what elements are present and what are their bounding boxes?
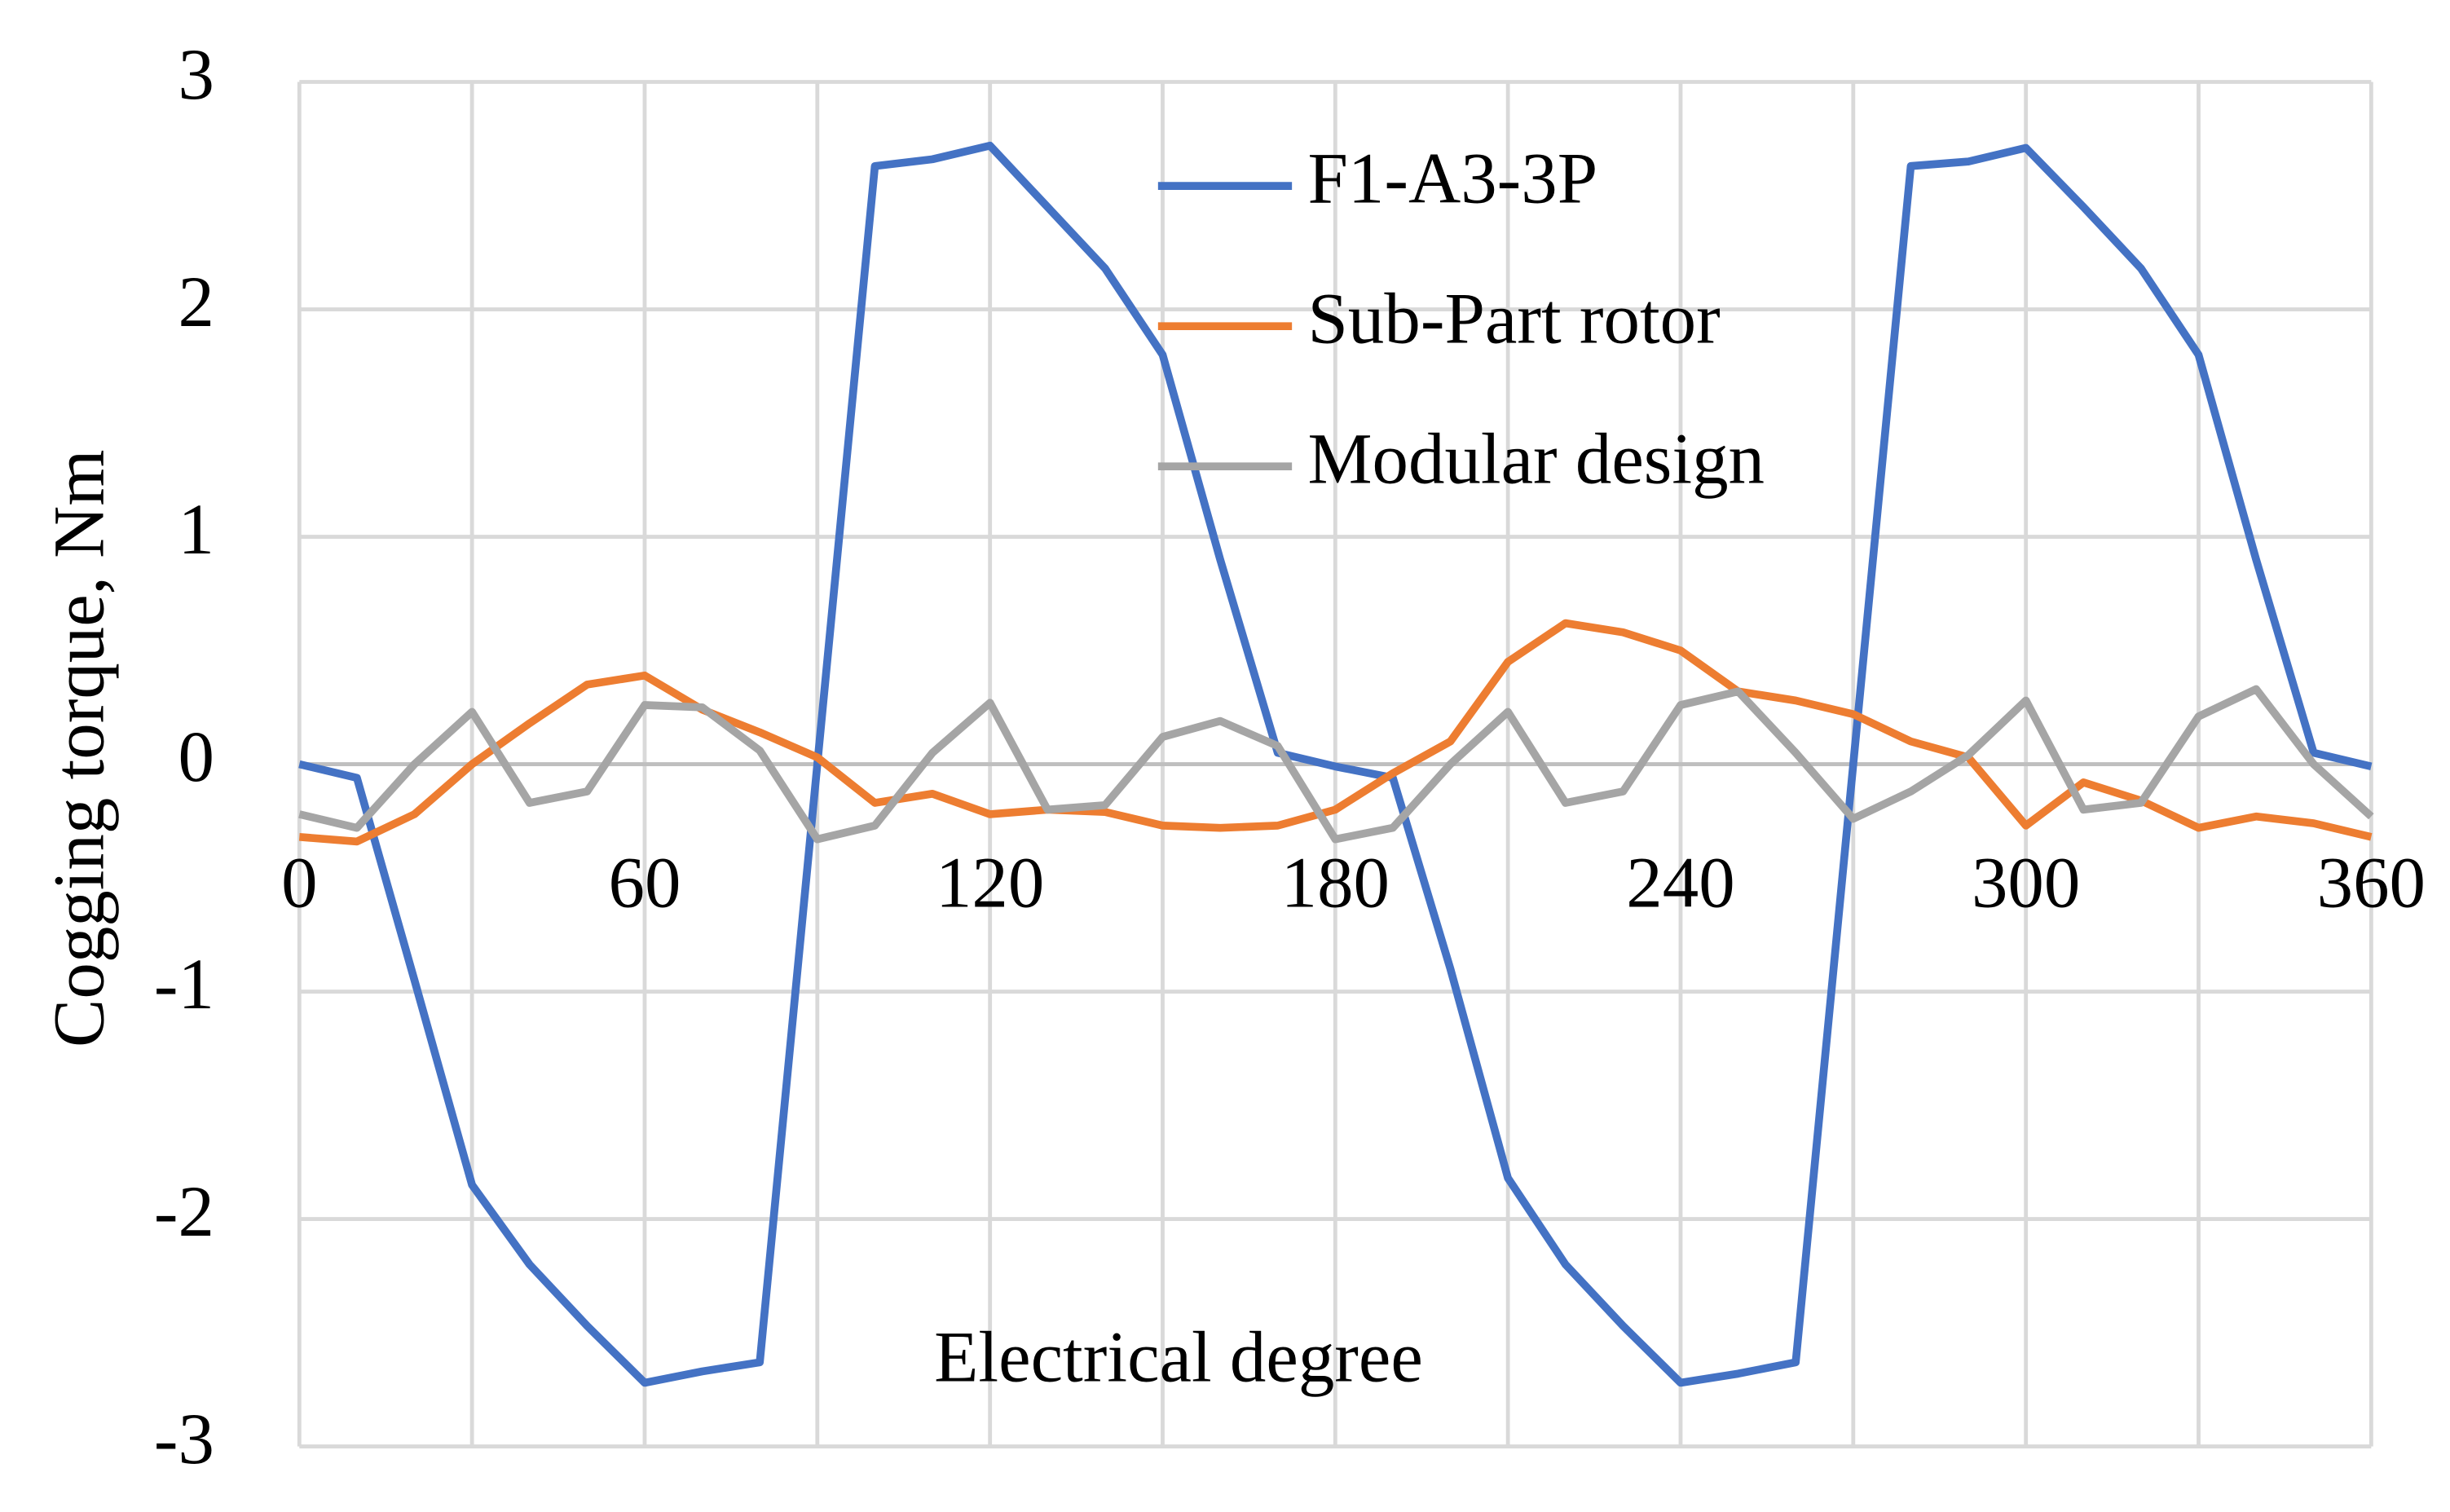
legend-label: Sub-Part rotor [1307, 280, 1720, 359]
y-tick-label: 0 [178, 717, 214, 797]
series-line [298, 141, 2373, 1387]
y-tick-label: -1 [154, 945, 214, 1025]
x-tick-label: 180 [1281, 844, 1390, 924]
y-tick-label: 3 [178, 35, 214, 115]
y-tick-label: -3 [154, 1400, 214, 1479]
legend-label: Modular design [1307, 420, 1765, 500]
series-line [298, 685, 2374, 844]
y-tick-label: 2 [178, 262, 214, 342]
x-tick-label: 360 [2317, 844, 2426, 924]
legend-label: F1-A3-3P [1307, 139, 1597, 219]
x-axis-label: Electrical degree [934, 1317, 1423, 1397]
x-tick-label: 60 [609, 844, 681, 924]
y-tick-label: 1 [178, 490, 214, 570]
series-line [298, 619, 2373, 846]
x-tick-label: 120 [936, 844, 1044, 924]
y-axis-label: Cogging torque, Nm [40, 450, 120, 1047]
y-tick-label: -2 [154, 1172, 214, 1252]
x-tick-label: 240 [1626, 844, 1734, 924]
x-tick-label: 300 [1972, 844, 2080, 924]
x-tick-label: 0 [281, 844, 317, 924]
